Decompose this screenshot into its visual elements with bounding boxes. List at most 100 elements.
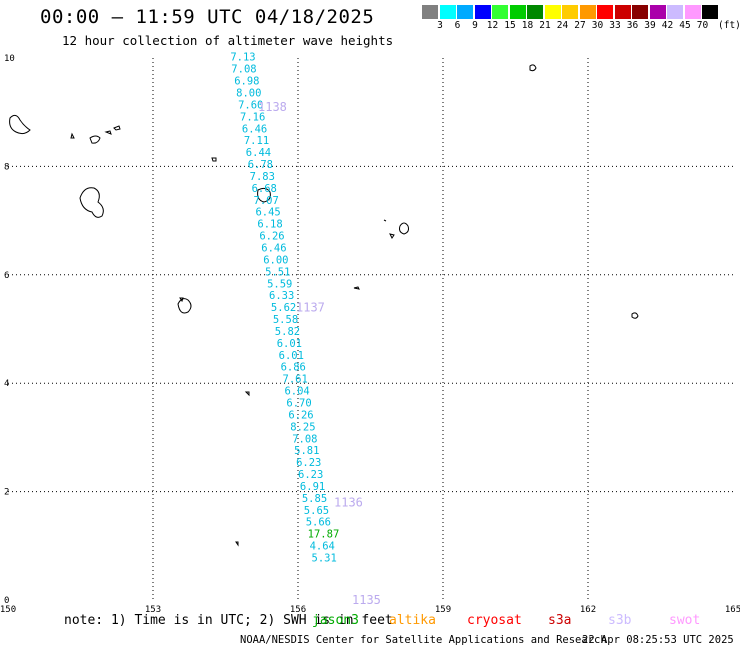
- island-outline: [631, 312, 639, 319]
- pass-number-label: 1137: [296, 300, 325, 314]
- swh-value-label: 8.25: [290, 421, 315, 433]
- legend-label: 24: [556, 20, 569, 31]
- legend-label: 18: [521, 20, 534, 31]
- swh-value-label: 4.64: [310, 541, 335, 553]
- x-tick-label: 156: [290, 605, 306, 615]
- swh-value-label: 6.04: [284, 386, 309, 398]
- swh-value-label: 6.98: [234, 76, 259, 88]
- legend-label: 39: [644, 20, 656, 31]
- generated-time: 22 Apr 08:25:53 UTC 2025: [582, 634, 734, 646]
- swh-value-label: 7.08: [231, 64, 256, 76]
- x-tick-label: 162: [580, 605, 596, 615]
- swh-value-label: 7.61: [283, 374, 308, 386]
- legend-swatch: [492, 5, 509, 19]
- swh-value-label: 6.78: [248, 159, 273, 171]
- island-outline: [257, 187, 271, 203]
- legend-swatch: [439, 5, 457, 19]
- legend-swatch: [649, 5, 667, 19]
- legend-swatch: [457, 5, 474, 19]
- satellite-name: jason3: [312, 613, 359, 628]
- satellite-name: altika: [389, 613, 436, 628]
- swh-value-label: 17.87: [308, 529, 340, 541]
- island-outline: [89, 125, 121, 144]
- swh-value-label: 6.91: [300, 481, 325, 493]
- y-tick-label: 10: [4, 54, 15, 64]
- pass-number-label: 1136: [334, 495, 363, 509]
- legend-label: 27: [574, 20, 586, 31]
- swh-value-label: 6.00: [263, 254, 288, 266]
- swh-value-label: 8.00: [236, 87, 261, 99]
- y-tick-label: 6: [4, 271, 9, 281]
- swh-value-label: 5.59: [267, 278, 292, 290]
- y-tick-label: 0: [4, 596, 9, 606]
- legend-swatch: [667, 5, 684, 19]
- footer-note: note: 1) Time is in UTC; 2) SWH is in fe…: [64, 613, 393, 628]
- legend-swatch: [702, 5, 719, 19]
- island-outline: [244, 391, 250, 397]
- legend-swatch: [614, 5, 632, 19]
- swh-value-label: 6.33: [269, 290, 294, 302]
- legend-label: 36: [626, 20, 639, 31]
- swh-value-label: 7.08: [292, 433, 317, 445]
- swh-value-label: 7.07: [254, 195, 279, 207]
- swh-value-label: 6.01: [277, 338, 302, 350]
- swh-value-label: 5.66: [306, 517, 331, 529]
- swh-value-label: 5.82: [275, 326, 300, 338]
- island-outline: [235, 541, 239, 547]
- legend-label: 12: [486, 20, 499, 31]
- swh-value-label: 7.16: [240, 111, 265, 123]
- pass-number-label: 1138: [258, 100, 287, 114]
- legend-label: 3: [437, 20, 443, 31]
- legend-swatch: [597, 5, 614, 19]
- island-outline: [529, 64, 537, 72]
- legend-label: 42: [661, 20, 674, 31]
- legend-label: 33: [609, 20, 621, 31]
- satellite-name: s3a: [548, 613, 572, 628]
- swh-value-label: 7.60: [238, 99, 263, 111]
- swh-value-label: 6.86: [281, 362, 306, 374]
- legend-swatch: [527, 5, 544, 19]
- legend-label: 45: [679, 20, 691, 31]
- swh-value-label: 6.01: [279, 350, 304, 362]
- satellite-name: swot: [669, 613, 701, 628]
- legend-swatch: [579, 5, 597, 19]
- credit-org: NOAA/NESDIS Center for Satellite Applica…: [240, 634, 607, 646]
- page-title: 00:00 – 11:59 UTC 04/18/2025: [40, 6, 375, 28]
- legend-swatch: [544, 5, 562, 19]
- swh-value-label: 6.23: [298, 469, 323, 481]
- legend-label: 6: [454, 20, 461, 31]
- swh-value-label: 6.26: [259, 231, 284, 243]
- y-tick-label: 2: [4, 488, 9, 498]
- swh-value-label: 5.65: [304, 505, 329, 517]
- page-subtitle: 12 hour collection of altimeter wave hei…: [62, 33, 394, 48]
- swh-value-label: 7.83: [250, 171, 275, 183]
- swh-value-label: 6.18: [257, 219, 282, 231]
- legend-swatch: [422, 5, 439, 19]
- swh-value-label: 5.31: [312, 553, 337, 565]
- island-outline: [70, 132, 75, 139]
- swh-value-label: 5.85: [302, 493, 327, 505]
- swh-value-label: 7.11: [244, 135, 269, 147]
- legend-swatch: [509, 5, 527, 19]
- island-outline: [211, 157, 217, 162]
- swh-value-label: 6.46: [242, 123, 267, 135]
- island-outline: [383, 219, 409, 239]
- satellite-name: cryosat: [467, 613, 522, 628]
- island-outline: [9, 114, 31, 135]
- satellite-name: s3b: [608, 613, 632, 628]
- swh-value-label: 6.70: [286, 398, 311, 410]
- swh-value-label: 7.13: [230, 52, 255, 64]
- legend-label: 30: [591, 20, 604, 31]
- island-outline: [79, 187, 104, 218]
- legend-swatch: [632, 5, 649, 19]
- island-outline: [353, 286, 360, 290]
- island-outline: [177, 297, 192, 314]
- swh-value-label: 5.62: [271, 302, 296, 314]
- swh-value-label: 5.51: [265, 266, 290, 278]
- legend-label: 9: [472, 20, 478, 31]
- x-tick-label: 153: [145, 605, 161, 615]
- legend-swatch: [684, 5, 702, 19]
- x-tick-label: 159: [435, 605, 451, 615]
